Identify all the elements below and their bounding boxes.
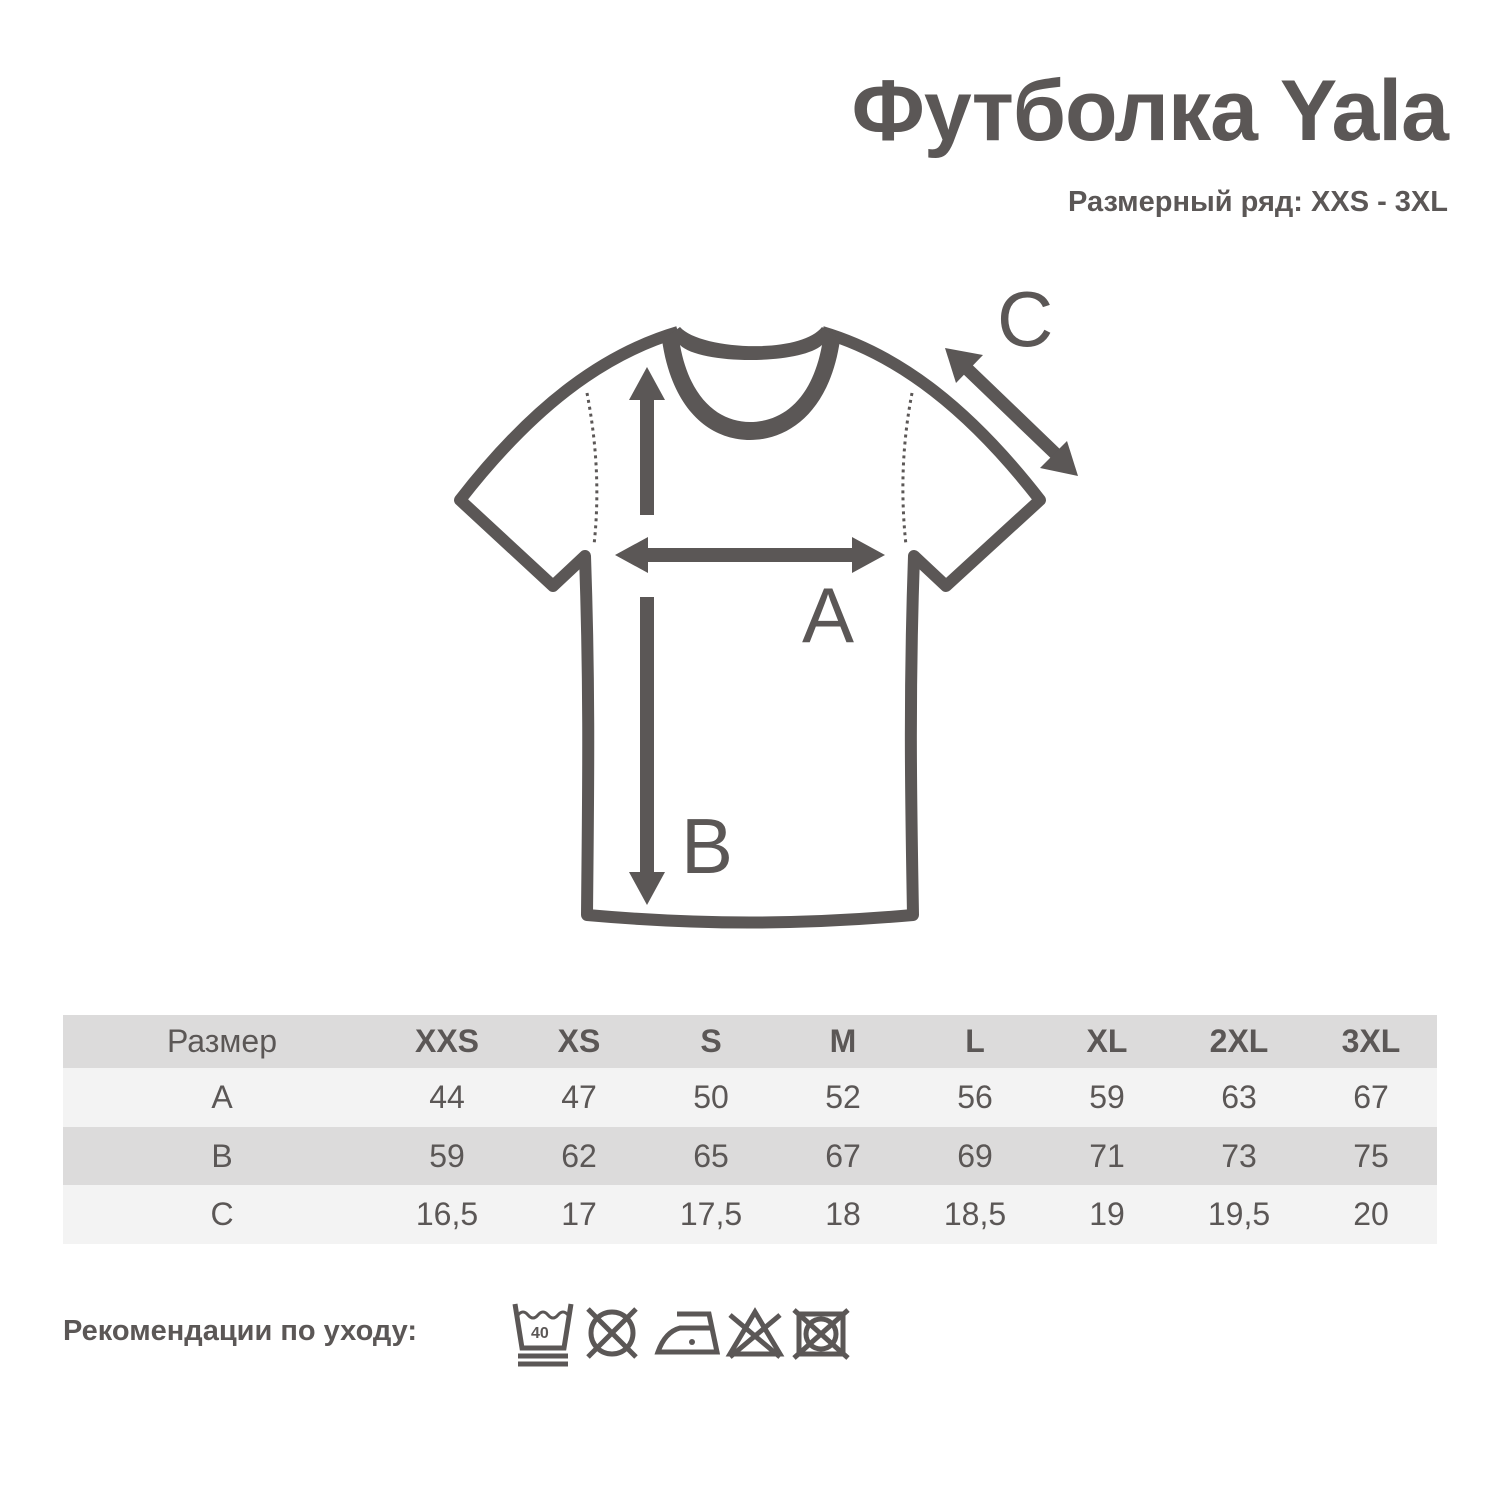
row-label: B xyxy=(63,1127,381,1185)
table-row: A 44 47 50 52 56 59 63 67 xyxy=(63,1068,1437,1127)
cell: 75 xyxy=(1305,1127,1437,1185)
cell: 73 xyxy=(1173,1127,1305,1185)
header-m: M xyxy=(777,1015,909,1068)
row-label: A xyxy=(63,1068,381,1127)
row-label: C xyxy=(63,1185,381,1244)
cell: 67 xyxy=(1305,1068,1437,1127)
cell: 65 xyxy=(645,1127,777,1185)
cell: 16,5 xyxy=(381,1185,513,1244)
cell: 17 xyxy=(513,1185,645,1244)
cell: 59 xyxy=(1041,1068,1173,1127)
iron-low-icon xyxy=(654,1311,721,1355)
cell: 71 xyxy=(1041,1127,1173,1185)
cell: 47 xyxy=(513,1068,645,1127)
seam-right xyxy=(901,392,914,546)
no-dry-clean-square-icon xyxy=(792,1308,850,1360)
cell: 67 xyxy=(777,1127,909,1185)
cell: 19 xyxy=(1041,1185,1173,1244)
table-header: Размер XXS XS S M L XL 2XL 3XL xyxy=(63,1015,1437,1068)
cell: 20 xyxy=(1305,1185,1437,1244)
table-row: B 59 62 65 67 69 71 73 75 xyxy=(63,1127,1437,1185)
header-xxs: XXS xyxy=(381,1015,513,1068)
arrow-c xyxy=(945,348,1078,476)
cell: 59 xyxy=(381,1127,513,1185)
care-label: Рекомендации по уходу: xyxy=(63,1315,418,1347)
no-bleach-icon xyxy=(725,1307,785,1359)
label-a: A xyxy=(802,571,854,659)
cell: 19,5 xyxy=(1173,1185,1305,1244)
wash-temp: 40 xyxy=(531,1325,549,1342)
cell: 62 xyxy=(513,1127,645,1185)
cell: 63 xyxy=(1173,1068,1305,1127)
arrow-a xyxy=(615,537,885,573)
label-b: B xyxy=(681,802,733,890)
seam-left xyxy=(585,392,599,546)
no-tumble-dry-icon xyxy=(586,1307,638,1359)
cell: 18,5 xyxy=(909,1185,1041,1244)
cell: 50 xyxy=(645,1068,777,1127)
cell: 52 xyxy=(777,1068,909,1127)
cell: 44 xyxy=(381,1068,513,1127)
tshirt-outline xyxy=(454,326,1046,929)
header-s: S xyxy=(645,1015,777,1068)
label-c: C xyxy=(997,275,1053,363)
header-3xl: 3XL xyxy=(1305,1015,1437,1068)
wash-40-gentle-icon: 40 xyxy=(512,1303,574,1367)
tshirt-collar xyxy=(662,327,840,440)
cell: 69 xyxy=(909,1127,1041,1185)
header-l: L xyxy=(909,1015,1041,1068)
header-xs: XS xyxy=(513,1015,645,1068)
cell: 17,5 xyxy=(645,1185,777,1244)
table-row: C 16,5 17 17,5 18 18,5 19 19,5 20 xyxy=(63,1185,1437,1244)
care-icons: 40 xyxy=(512,1303,850,1367)
header-2xl: 2XL xyxy=(1173,1015,1305,1068)
cell: 56 xyxy=(909,1068,1041,1127)
size-table: Размер XXS XS S M L XL 2XL 3XL A 44 47 5… xyxy=(63,1015,1437,1244)
cell: 18 xyxy=(777,1185,909,1244)
page-title: Футболка Yala xyxy=(851,63,1449,159)
header-size: Размер xyxy=(63,1015,381,1068)
arrow-b xyxy=(629,367,665,905)
size-range: Размерный ряд: XXS - 3XL xyxy=(1068,186,1448,218)
header-xl: XL xyxy=(1041,1015,1173,1068)
tshirt-diagram: A B C xyxy=(454,275,1078,929)
